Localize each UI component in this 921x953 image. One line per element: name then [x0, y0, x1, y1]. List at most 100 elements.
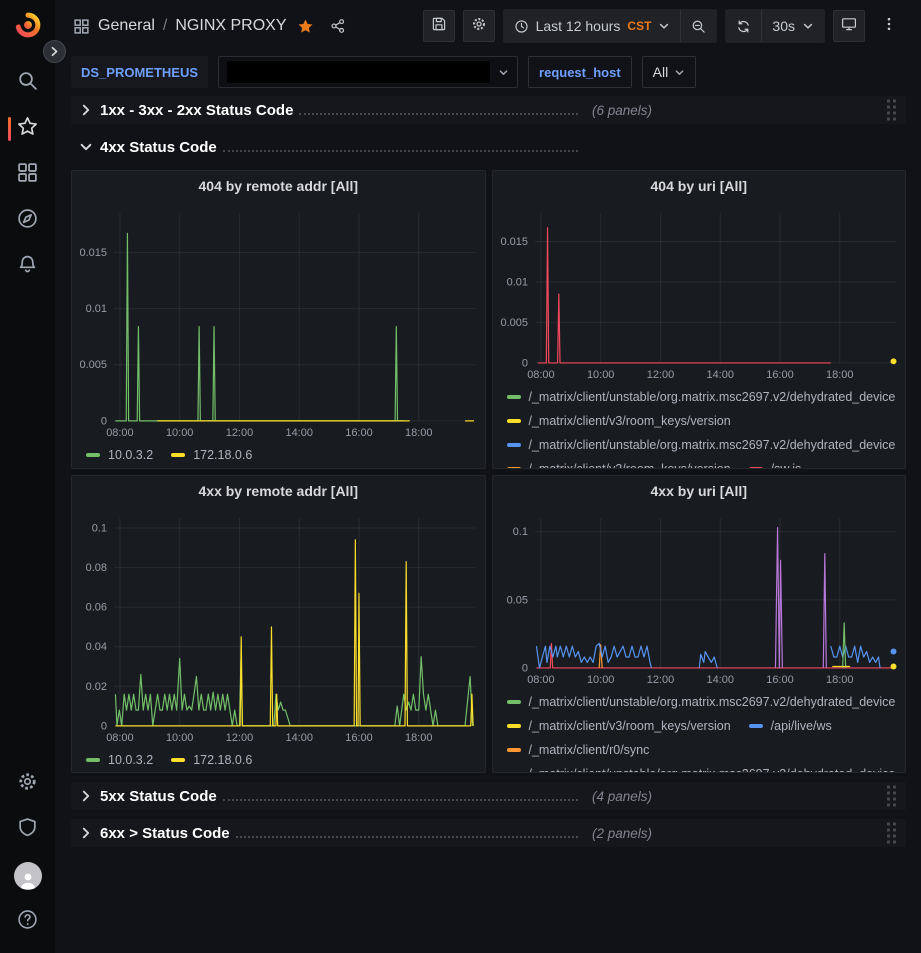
- save-dashboard-button[interactable]: [422, 10, 455, 42]
- svg-text:0: 0: [101, 415, 107, 427]
- panel-title[interactable]: 404 by uri [All]: [650, 178, 747, 194]
- legend-item[interactable]: 10.0.3.2: [86, 443, 153, 467]
- dotted-leader: [222, 141, 578, 152]
- svg-text:12:00: 12:00: [226, 732, 253, 744]
- legend-item[interactable]: /_matrix/client/v3/room_keys/version: [506, 409, 731, 433]
- refresh-button[interactable]: [726, 10, 762, 42]
- share-icon[interactable]: [330, 18, 346, 34]
- legend-item[interactable]: 172.18.0.6: [171, 443, 252, 467]
- legend-swatch: [506, 443, 521, 447]
- timeseries-chart[interactable]: 0 0.005 0.01 0.015 08:00 10:00 12:00 14:00 16:00…: [72, 201, 485, 441]
- svg-text:12:00: 12:00: [646, 674, 673, 686]
- legend-label: 10.0.3.2: [108, 448, 154, 462]
- panel-title[interactable]: 4xx by uri [All]: [650, 483, 747, 499]
- legend-item[interactable]: /_matrix/client/unstable/org.matrix.msc2…: [506, 690, 895, 714]
- request-host-variable-dropdown[interactable]: All: [641, 56, 697, 88]
- legend-item[interactable]: /_matrix/client/v3/room_keys/version: [506, 457, 731, 468]
- configuration-button[interactable]: [0, 761, 55, 807]
- svg-text:16:00: 16:00: [766, 674, 793, 686]
- timeseries-chart[interactable]: 0 0.02 0.04 0.06 0.08 0.1 08:00 10:00 12:00 14:00…: [72, 506, 485, 746]
- help-button[interactable]: [0, 899, 55, 945]
- cycle-view-mode-button[interactable]: [833, 10, 865, 42]
- breadcrumb-folder[interactable]: General: [98, 17, 155, 34]
- svg-text:16:00: 16:00: [345, 427, 372, 439]
- panel-title[interactable]: 404 by remote addr [All]: [198, 178, 359, 194]
- chevron-right-icon: [79, 103, 93, 117]
- user-profile-button[interactable]: [0, 853, 55, 899]
- request-host-variable-label[interactable]: request_host: [528, 56, 632, 88]
- breadcrumb: General / NGINX PROXY: [73, 17, 346, 35]
- legend-item[interactable]: 10.0.3.2: [86, 748, 153, 772]
- favorite-star-icon[interactable]: [297, 18, 314, 35]
- row-title: 1xx - 3xx - 2xx Status Code: [100, 101, 294, 119]
- svg-text:14:00: 14:00: [285, 732, 312, 744]
- apps-grid-icon: [73, 18, 90, 35]
- row-1xx-3xx-2xx[interactable]: 1xx - 3xx - 2xx Status Code (6 panels): [71, 96, 906, 124]
- zoom-out-time-button[interactable]: [680, 10, 717, 42]
- svg-text:0.005: 0.005: [500, 317, 527, 329]
- server-admin-button[interactable]: [0, 807, 55, 853]
- legend-label: /api/live/ws: [770, 719, 832, 733]
- time-range-label: Last 12 hours: [535, 18, 621, 34]
- panel-4xx-by-uri: 4xx by uri [All] 0 0.05 0.1 08:00 10:00 12:00…: [491, 475, 906, 773]
- svg-text:0.01: 0.01: [506, 276, 527, 288]
- chart-legend: /_matrix/client/unstable/org.matrix.msc2…: [493, 688, 906, 772]
- starred-dashboards-button[interactable]: [0, 106, 55, 152]
- svg-text:0.08: 0.08: [86, 562, 107, 574]
- drag-handle-icon[interactable]: [887, 785, 896, 807]
- gear-icon: [17, 771, 38, 797]
- row-panel-count: (2 panels): [592, 825, 653, 841]
- svg-text:0.1: 0.1: [512, 526, 527, 538]
- row-panel-count: (4 panels): [592, 788, 653, 804]
- legend-item[interactable]: /_matrix/client/r0/sync: [506, 738, 649, 762]
- svg-text:0.02: 0.02: [86, 681, 107, 693]
- legend-item[interactable]: /_matrix/client/unstable/org.matrix.msc2…: [507, 762, 896, 772]
- kebab-menu-button[interactable]: [873, 10, 905, 42]
- chart-legend: 10.0.3.2 172.18.0.6: [72, 746, 485, 772]
- dashboard-title[interactable]: NGINX PROXY: [175, 17, 287, 34]
- legend-item[interactable]: /_matrix/client/v3/room_keys/version: [506, 714, 731, 738]
- svg-text:10:00: 10:00: [166, 732, 193, 744]
- explore-button[interactable]: [0, 198, 55, 244]
- legend-label: 172.18.0.6: [193, 448, 253, 462]
- legend-item[interactable]: /_matrix/client/unstable/org.matrix.msc2…: [506, 433, 895, 457]
- chart-legend: /_matrix/client/unstable/org.matrix.msc2…: [493, 383, 906, 468]
- datasource-variable-dropdown[interactable]: [218, 56, 519, 88]
- timeseries-chart[interactable]: 0 0.005 0.01 0.015 08:00 10:00 12:00 14:00 16:00…: [493, 201, 906, 383]
- svg-text:10:00: 10:00: [586, 674, 613, 686]
- row-4xx[interactable]: 4xx Status Code: [71, 133, 906, 161]
- search-icon: [17, 70, 38, 96]
- dotted-leader: [299, 104, 578, 115]
- legend-label: /_matrix/client/unstable/org.matrix.msc2…: [528, 390, 896, 404]
- legend-item[interactable]: /_matrix/client/unstable/org.matrix.msc2…: [506, 385, 896, 409]
- row-title: 4xx Status Code: [100, 138, 217, 156]
- star-icon: [17, 116, 38, 142]
- refresh-interval-dropdown[interactable]: 30s: [761, 10, 824, 42]
- chevron-down-icon: [658, 20, 670, 32]
- dashboards-button[interactable]: [0, 152, 55, 198]
- grafana-logo-icon[interactable]: [13, 10, 43, 40]
- timeseries-chart[interactable]: 0 0.05 0.1 08:00 10:00 12:00 14:00 16:00 18:00: [493, 506, 906, 688]
- dashboard-settings-button[interactable]: [462, 10, 495, 42]
- zoom-out-icon: [691, 19, 706, 34]
- drag-handle-icon[interactable]: [887, 99, 896, 121]
- drag-handle-icon[interactable]: [887, 822, 896, 844]
- row-5xx[interactable]: 5xx Status Code (4 panels): [71, 782, 906, 810]
- svg-text:0.06: 0.06: [86, 602, 107, 614]
- legend-item[interactable]: 172.18.0.6: [171, 748, 252, 772]
- time-picker-button[interactable]: Last 12 hours CST: [503, 10, 681, 42]
- legend-swatch: [506, 724, 521, 728]
- alerting-button[interactable]: [0, 244, 55, 290]
- sidebar-expand-button[interactable]: [43, 40, 66, 63]
- datasource-variable-label[interactable]: DS_PROMETHEUS: [71, 56, 209, 88]
- timezone-label: CST: [627, 19, 652, 33]
- legend-item[interactable]: /sw.js: [748, 457, 801, 468]
- search-button[interactable]: [0, 60, 55, 106]
- legend-item[interactable]: /api/live/ws: [748, 714, 832, 738]
- svg-text:14:00: 14:00: [285, 427, 312, 439]
- panel-title[interactable]: 4xx by remote addr [All]: [198, 483, 359, 499]
- row-6xx[interactable]: 6xx > Status Code (2 panels): [71, 819, 906, 847]
- chevron-right-icon: [79, 789, 93, 803]
- svg-text:0.05: 0.05: [506, 594, 527, 606]
- svg-text:08:00: 08:00: [527, 369, 554, 381]
